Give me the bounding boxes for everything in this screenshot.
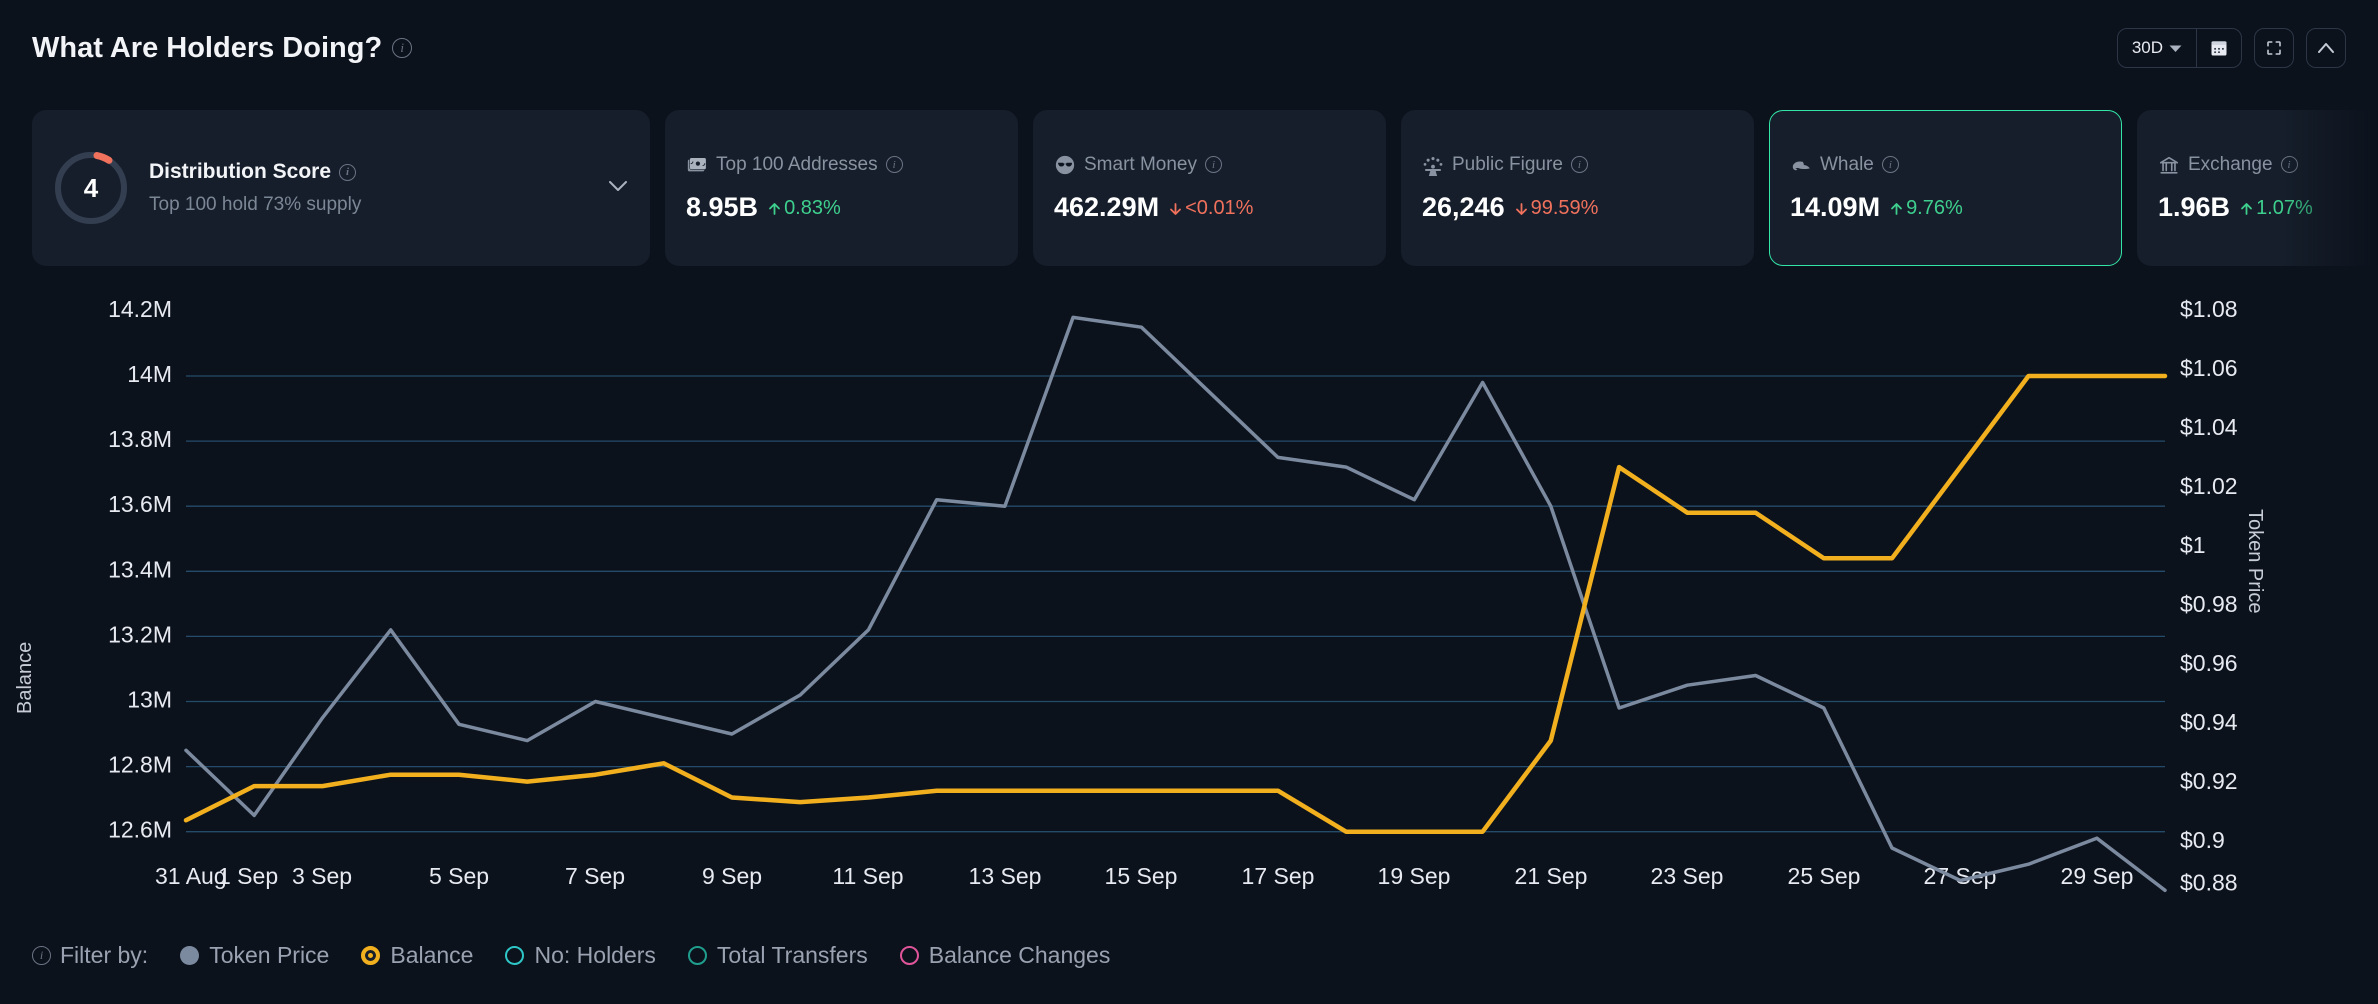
svg-text:19 Sep: 19 Sep [1378,863,1451,889]
svg-text:13M: 13M [127,687,172,713]
svg-text:29 Sep: 29 Sep [2061,863,2134,889]
svg-text:$0.9: $0.9 [2180,827,2225,853]
svg-text:$1.08: $1.08 [2180,296,2238,322]
svg-text:13.6M: 13.6M [108,491,172,517]
svg-text:$0.88: $0.88 [2180,869,2238,895]
svg-text:5 Sep: 5 Sep [429,863,489,889]
svg-text:17 Sep: 17 Sep [1242,863,1315,889]
svg-text:1 Sep: 1 Sep [218,863,278,889]
svg-text:21 Sep: 21 Sep [1515,863,1588,889]
svg-text:12.8M: 12.8M [108,752,172,778]
svg-text:$1.06: $1.06 [2180,355,2238,381]
svg-text:14.2M: 14.2M [108,296,172,322]
svg-text:23 Sep: 23 Sep [1651,863,1724,889]
svg-text:12.6M: 12.6M [108,817,172,843]
svg-text:$0.94: $0.94 [2180,709,2238,735]
svg-text:$1.04: $1.04 [2180,414,2238,440]
svg-text:13.4M: 13.4M [108,556,172,582]
svg-text:13 Sep: 13 Sep [969,863,1042,889]
svg-text:11 Sep: 11 Sep [832,863,903,889]
svg-text:$1.02: $1.02 [2180,473,2238,499]
svg-text:31 Aug: 31 Aug [155,863,227,889]
svg-text:3 Sep: 3 Sep [292,863,352,889]
svg-text:$1: $1 [2180,532,2206,558]
svg-text:14M: 14M [127,361,172,387]
svg-text:15 Sep: 15 Sep [1105,863,1178,889]
svg-text:25 Sep: 25 Sep [1788,863,1861,889]
svg-text:$0.96: $0.96 [2180,650,2238,676]
svg-text:$0.98: $0.98 [2180,591,2238,617]
svg-text:13.2M: 13.2M [108,621,172,647]
svg-text:9 Sep: 9 Sep [702,863,762,889]
svg-text:$0.92: $0.92 [2180,768,2238,794]
svg-text:7 Sep: 7 Sep [565,863,625,889]
svg-text:13.8M: 13.8M [108,426,172,452]
